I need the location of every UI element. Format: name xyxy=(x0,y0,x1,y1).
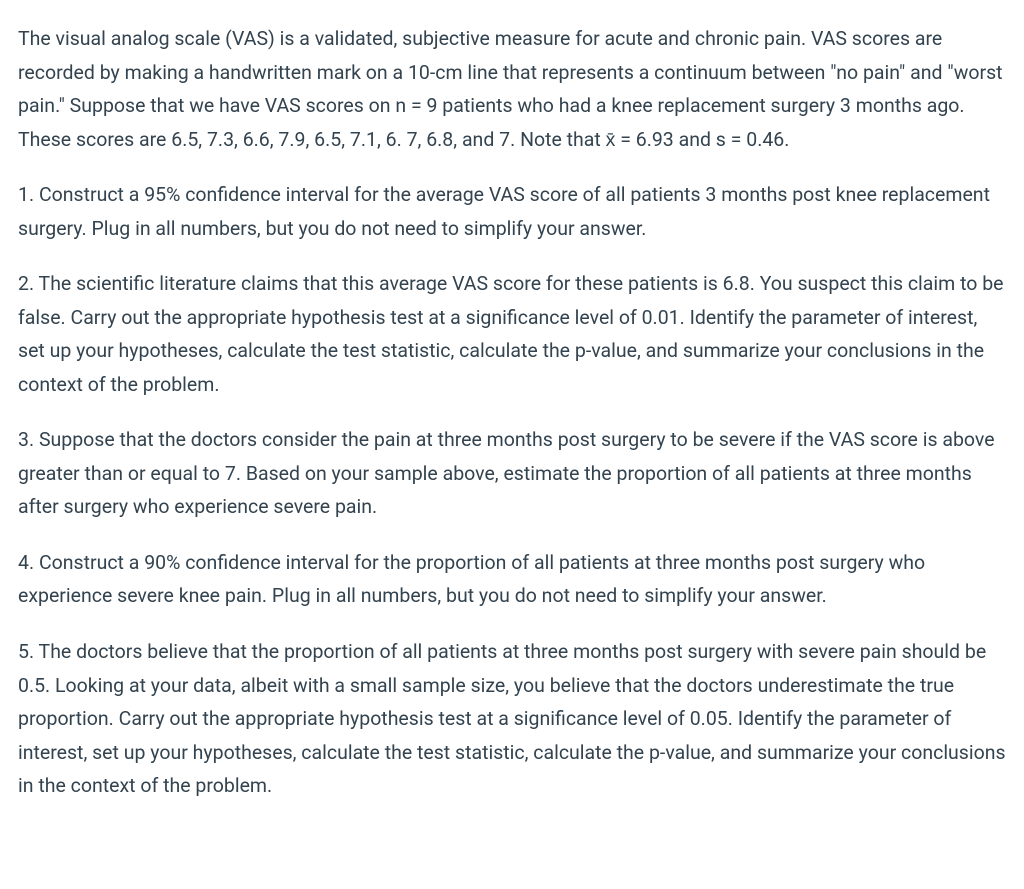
intro-paragraph: The visual analog scale (VAS) is a valid… xyxy=(18,22,1006,156)
question-4: 4. Construct a 90% confidence interval f… xyxy=(18,546,1006,613)
question-1: 1. Construct a 95% confidence interval f… xyxy=(18,178,1006,245)
question-3: 3. Suppose that the doctors consider the… xyxy=(18,423,1006,524)
question-5: 5. The doctors believe that the proporti… xyxy=(18,635,1006,803)
question-2: 2. The scientific literature claims that… xyxy=(18,267,1006,401)
